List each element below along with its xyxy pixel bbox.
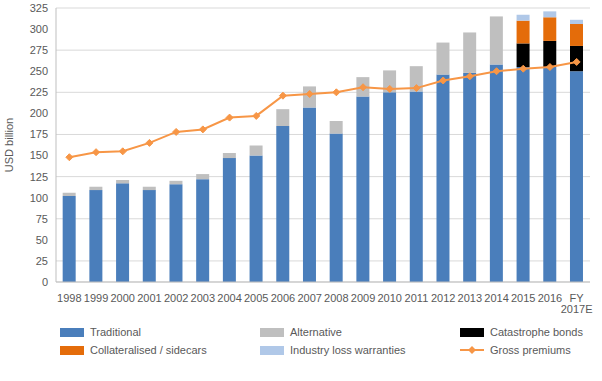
html-text:Traditional: Traditional [90,326,141,338]
svg-text:2012: 2012 [431,292,455,304]
svg-text:0: 0 [42,276,48,288]
svg-text:1998: 1998 [57,292,81,304]
svg-text:2007: 2007 [297,292,321,304]
svg-text:2009: 2009 [351,292,375,304]
html-text:Industry loss warranties: Industry loss warranties [290,344,406,356]
svg-text:2001: 2001 [137,292,161,304]
svg-text:2014: 2014 [484,292,508,304]
svg-text:1999: 1999 [84,292,108,304]
svg-text:175: 175 [30,128,48,140]
svg-text:200: 200 [30,107,48,119]
svg-text:2006: 2006 [271,292,295,304]
svg-text:2015: 2015 [511,292,535,304]
svg-text:2002: 2002 [164,292,188,304]
svg-text:275: 275 [30,44,48,56]
svg-text:2011: 2011 [405,292,429,304]
svg-text:150: 150 [30,149,48,161]
svg-text:USD billion: USD billion [8,118,15,172]
html-text:Gross premiums: Gross premiums [490,344,571,356]
svg-text:2008: 2008 [324,292,348,304]
svg-text:2000: 2000 [111,292,135,304]
svg-text:2013: 2013 [458,292,482,304]
svg-text:25: 25 [36,255,48,267]
svg-text:100: 100 [30,192,48,204]
svg-text:225: 225 [30,86,48,98]
svg-text:325: 325 [30,2,48,14]
html-text:Alternative: Alternative [290,326,342,338]
svg-text:2010: 2010 [378,292,402,304]
svg-text:300: 300 [30,23,48,35]
svg-text:250: 250 [30,65,48,77]
svg-text:75: 75 [36,213,48,225]
svg-text:2005: 2005 [244,292,268,304]
svg-text:2016: 2016 [538,292,562,304]
svg-text:FY2017E: FY2017E [561,292,593,315]
svg-text:2004: 2004 [217,292,241,304]
svg-text:2003: 2003 [191,292,215,304]
svg-text:125: 125 [30,171,48,183]
svg-text:50: 50 [36,234,48,246]
html-text:Collateralised / sidecars: Collateralised / sidecars [90,344,207,356]
html-text:Catastrophe bonds: Catastrophe bonds [490,326,583,338]
